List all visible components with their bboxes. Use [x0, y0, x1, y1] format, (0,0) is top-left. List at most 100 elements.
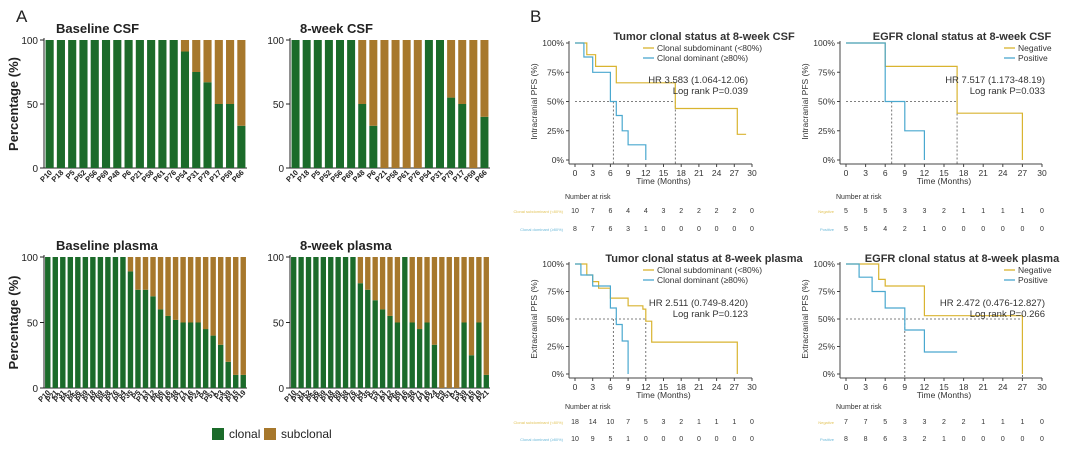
risk-value: 3 [903, 208, 907, 215]
x-tick-label: 21 [978, 382, 988, 392]
bar-subclonal [214, 40, 223, 104]
legend-swatch-subclonal [264, 428, 276, 440]
risk-value: 1 [962, 208, 966, 215]
risk-value: 9 [591, 436, 595, 443]
panel-label-b: B [530, 7, 541, 26]
risk-value: 0 [697, 436, 701, 443]
risk-value: 1 [626, 436, 630, 443]
bar-clonal [52, 257, 58, 388]
bar-clonal [90, 257, 96, 388]
bar-subclonal [413, 40, 422, 168]
risk-value: 7 [864, 419, 868, 426]
x-tick-label: 12 [641, 382, 651, 392]
bar-clonal [225, 361, 231, 388]
bar-subclonal [391, 40, 400, 168]
category-label: P66 [473, 168, 489, 184]
risk-value: 8 [573, 226, 577, 233]
legend-label-subclonal: subclonal [281, 427, 332, 441]
risk-value: 1 [1001, 419, 1005, 426]
risk-value: 14 [589, 419, 597, 426]
x-axis-label: Time (Months) [636, 176, 691, 186]
x-tick-label: 18 [676, 168, 686, 178]
bar-clonal [90, 40, 99, 168]
bar-clonal [120, 257, 126, 388]
bar-clonal [291, 40, 300, 168]
risk-value: 8 [864, 436, 868, 443]
y-axis-label: Extracranial PFS (%) [529, 279, 539, 359]
bar-clonal [105, 257, 111, 388]
bar-clonal [82, 257, 89, 388]
bar-subclonal [226, 40, 235, 104]
y-tick-label: 0% [552, 369, 565, 379]
stat-annotation: HR 2.472 (0.476-12.827) [940, 298, 1045, 309]
bar-subclonal [424, 257, 430, 323]
bar-clonal [203, 82, 212, 168]
bar-clonal [60, 257, 66, 388]
x-tick-label: 6 [883, 168, 888, 178]
x-tick-label: 27 [730, 382, 740, 392]
bar-clonal [124, 40, 133, 168]
risk-value: 2 [942, 419, 946, 426]
risk-value: 0 [1001, 226, 1005, 233]
x-tick-label: 6 [883, 382, 888, 392]
survival-curve-group1 [575, 42, 747, 135]
bar-clonal [372, 300, 378, 388]
risk-value: 4 [644, 208, 648, 215]
risk-value: 0 [962, 436, 966, 443]
stat-annotation: Log rank P=0.266 [970, 309, 1045, 320]
risk-value: 0 [697, 226, 701, 233]
bar-subclonal [387, 257, 393, 316]
y-tick-label: 100% [813, 259, 835, 269]
bar-clonal [157, 309, 164, 388]
risk-value: 0 [750, 226, 754, 233]
bar-clonal [202, 329, 209, 388]
bar-subclonal [192, 40, 201, 72]
x-tick-label: 18 [676, 382, 686, 392]
bar-subclonal [380, 40, 389, 168]
bar-clonal [195, 322, 201, 388]
bar-subclonal [127, 257, 134, 272]
bar-clonal [335, 257, 341, 388]
risk-value: 5 [644, 419, 648, 426]
bar-subclonal [454, 257, 460, 388]
risk-value: 8 [844, 436, 848, 443]
y-tick-label: 50 [27, 319, 39, 330]
risk-value: 3 [662, 419, 666, 426]
x-axis-label: Time (Months) [917, 176, 972, 186]
bar-clonal [305, 257, 312, 388]
bar-subclonal [469, 40, 478, 168]
risk-value: 0 [1040, 208, 1044, 215]
risk-value: 7 [626, 419, 630, 426]
y-tick-label: 0 [32, 384, 38, 395]
x-axis-label: Time (Months) [636, 390, 691, 400]
y-tick-label: 100% [542, 38, 564, 48]
risk-value: 4 [626, 208, 630, 215]
bar-clonal [135, 40, 144, 168]
stat-annotation: Log rank P=0.033 [970, 86, 1045, 97]
y-tick-label: 50 [273, 100, 285, 111]
bar-clonal [135, 289, 141, 388]
risk-value: 7 [591, 226, 595, 233]
bar-clonal [113, 40, 122, 168]
y-tick-label: 0 [278, 164, 284, 175]
risk-value: 3 [903, 419, 907, 426]
y-tick-label: 100% [542, 259, 564, 269]
legend-label-clonal: clonal [229, 427, 260, 441]
x-tick-label: 18 [959, 382, 969, 392]
bar-subclonal [157, 257, 164, 310]
risk-value: 10 [571, 436, 579, 443]
bar-subclonal [439, 257, 445, 388]
y-tick-label: 50 [273, 319, 285, 330]
x-tick-label: 12 [641, 168, 651, 178]
y-tick-label: 25% [547, 126, 564, 136]
x-tick-label: 21 [694, 168, 704, 178]
risk-value: 18 [571, 419, 579, 426]
chart-title: 8-week CSF [300, 21, 373, 36]
bar-clonal [147, 40, 156, 168]
legend-a: clonal subclonal [212, 427, 332, 441]
bar-clonal [291, 257, 297, 388]
bar-subclonal [210, 257, 216, 336]
bar-subclonal [180, 40, 190, 52]
